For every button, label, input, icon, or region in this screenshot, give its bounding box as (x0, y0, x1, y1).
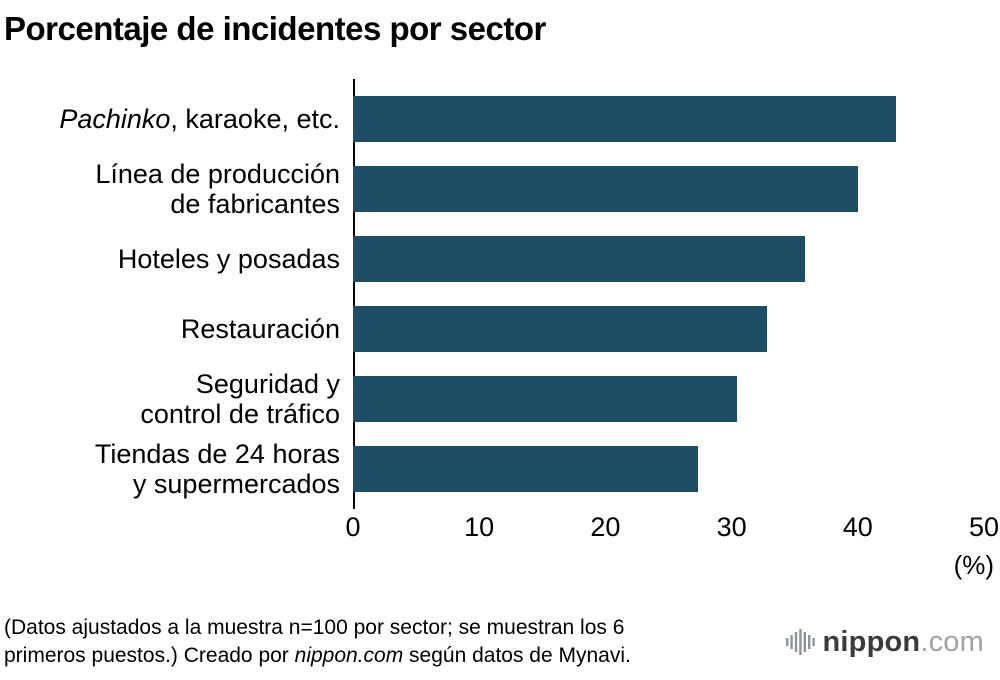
footnote: (Datos ajustados a la muestra n=100 por … (4, 614, 631, 670)
bar-track (353, 236, 984, 282)
x-axis-ticks: (%) 0 10 20 30 40 50 (345, 504, 999, 590)
bar-track (353, 446, 984, 492)
sound-bars-icon (785, 629, 815, 656)
bar (353, 306, 767, 352)
chart-row: Línea de producción de fabricantes (4, 154, 984, 224)
logo-name: nippon (822, 625, 921, 658)
footnote-text: (Datos ajustados a la muestra n=100 por … (4, 616, 625, 668)
category-label: Tiendas de 24 horas y supermercados (94, 438, 340, 500)
x-tick-label: 20 (590, 512, 621, 542)
logo-text: nippon.com (823, 626, 985, 659)
bar (353, 96, 896, 142)
bar-chart: Pachinko, karaoke, etc. Línea de producci… (4, 79, 999, 590)
category-label: Seguridad y control de tráfico (140, 368, 340, 430)
x-tick-label: 10 (464, 512, 495, 542)
chart-row: Tiendas de 24 horas y supermercados (4, 434, 984, 504)
bar (353, 376, 737, 422)
bar-track (353, 96, 984, 142)
bar-track (353, 376, 984, 422)
bar (353, 166, 858, 212)
chart-title: Porcentaje de incidentes por sector (4, 10, 546, 47)
x-tick-label: 40 (842, 512, 873, 542)
footer: (Datos ajustados a la muestra n=100 por … (4, 614, 984, 670)
x-tick-label: 0 (345, 512, 361, 542)
footnote-source: nippon.com (294, 644, 404, 668)
chart-row: Hoteles y posadas (4, 224, 984, 294)
chart-row: Seguridad y control de tráfico (4, 364, 984, 434)
chart-row: Pachinko, karaoke, etc. (4, 84, 984, 154)
category-label: Pachinko, karaoke, etc. (59, 103, 340, 134)
logo-domain-suffix: .com (920, 625, 984, 658)
bar-track (353, 166, 984, 212)
bar (353, 446, 698, 492)
footnote-suffix: según datos de Mynavi. (403, 644, 631, 668)
chart-rows: Pachinko, karaoke, etc. Línea de producci… (4, 79, 984, 509)
bar-track (353, 306, 984, 352)
category-label: Línea de producción de fabricantes (95, 158, 340, 220)
category-label: Hoteles y posadas (117, 243, 340, 274)
x-tick-label: 50 (968, 512, 1000, 542)
chart-row: Restauración (4, 294, 984, 364)
y-axis-line (353, 79, 355, 509)
bar (353, 236, 805, 282)
nippon-logo: nippon.com (785, 626, 985, 659)
category-label: Restauración (180, 313, 340, 344)
x-axis-unit: (%) (953, 550, 994, 580)
x-tick-label: 30 (716, 512, 747, 542)
